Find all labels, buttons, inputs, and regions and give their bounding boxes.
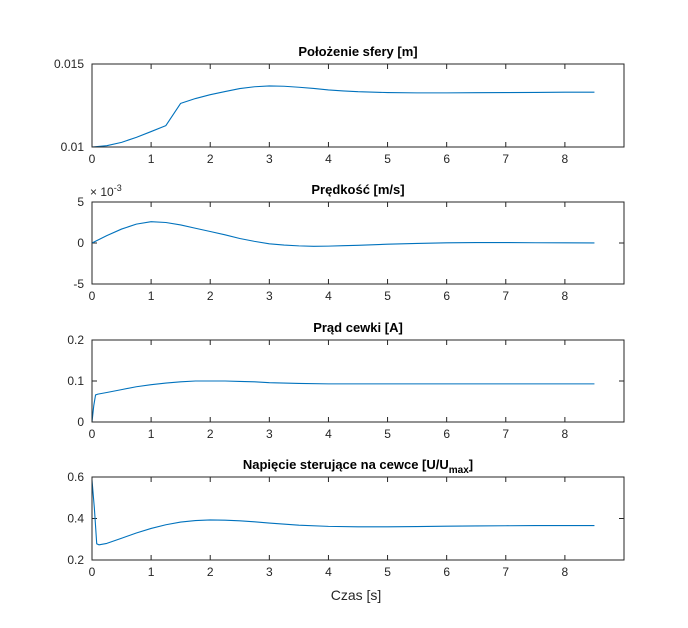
title-text: Położenie sfery [m] [298, 44, 417, 59]
x-tick-label: 1 [148, 565, 155, 579]
title-text: Napięcie sterujące na cewce [U/U [243, 457, 449, 472]
y-tick-label: -5 [73, 277, 84, 291]
x-tick-label: 0 [89, 565, 96, 579]
x-tick-label: 6 [443, 427, 450, 441]
x-tick-label: 1 [148, 289, 155, 303]
x-tick-label: 5 [384, 289, 391, 303]
series-line [91, 221, 595, 247]
x-tick-label: 1 [148, 427, 155, 441]
axes-box [91, 339, 625, 423]
x-tick-label: 2 [207, 565, 214, 579]
x-tick-label: 7 [502, 427, 509, 441]
y-tick-label: 0 [77, 415, 84, 429]
title-suffix: ] [469, 457, 473, 472]
y-tick-label: 0.2 [67, 333, 84, 347]
subplot-title: Położenie sfery [m] [298, 44, 417, 59]
series-line [91, 85, 595, 148]
x-tick-label: 0 [89, 427, 96, 441]
x-tick-label: 4 [325, 565, 332, 579]
subplot-title: Napięcie sterujące na cewce [U/Umax] [243, 457, 473, 476]
x-tick-label: 5 [384, 565, 391, 579]
y-exponent-power: -3 [114, 183, 122, 193]
title-text: Prędkość [m/s] [311, 182, 404, 197]
subplot-title: Prędkość [m/s] [311, 182, 404, 197]
x-tick-label: 6 [443, 565, 450, 579]
x-tick-label: 7 [502, 152, 509, 166]
subplot-4: 0 1 2 3 4 5 6 7 8 0.2 0.4 0.6 Napięcie sterujące na … [67, 457, 625, 579]
series-line [91, 380, 595, 423]
x-tick-label: 6 [443, 289, 450, 303]
axes-box [91, 201, 625, 285]
plot-area [92, 64, 624, 147]
x-tick-label: 8 [562, 427, 569, 441]
x-tick-label: 2 [207, 152, 214, 166]
x-tick-label: 4 [325, 152, 332, 166]
x-tick-label: 5 [384, 427, 391, 441]
axes-box [91, 63, 625, 148]
x-tick-label: 3 [266, 565, 273, 579]
subplot-3: 0 1 2 3 4 5 6 7 8 0 0.1 0.2 Prąd cewki [A] [67, 320, 625, 441]
y-tick-label: 0.4 [67, 512, 84, 526]
y-tick-label: 0 [77, 236, 84, 250]
x-tick-label: 5 [384, 152, 391, 166]
subplot-1: 0 1 2 3 4 5 6 7 8 0.01 0.015 Położenie sfery [m] [54, 44, 625, 166]
x-tick-label: 8 [562, 289, 569, 303]
x-tick-label: 2 [207, 427, 214, 441]
subplot-2: 0 1 2 3 4 5 6 7 8-505× 10-3 Prędkość [m/s] [73, 182, 625, 303]
x-tick-label: 7 [502, 289, 509, 303]
x-tick-label: 2 [207, 289, 214, 303]
title-subscript: max [449, 465, 469, 476]
x-tick-label: 0 [89, 152, 96, 166]
y-tick-label: 0.015 [54, 57, 84, 71]
x-tick-label: 4 [325, 289, 332, 303]
y-tick-label: 0.1 [67, 374, 84, 388]
x-tick-label: 8 [562, 565, 569, 579]
plot-area [92, 340, 624, 422]
y-tick-label: 0.2 [67, 553, 84, 567]
y-tick-label: 0.6 [67, 470, 84, 484]
y-tick-label: 5 [77, 195, 84, 209]
plot-area [92, 477, 624, 560]
x-tick-label: 4 [325, 427, 332, 441]
x-axis-label: Czas [s] [331, 587, 382, 603]
x-tick-label: 3 [266, 289, 273, 303]
x-tick-label: 6 [443, 152, 450, 166]
y-tick-label: 0.01 [61, 140, 85, 154]
x-tick-label: 3 [266, 427, 273, 441]
x-tick-label: 8 [562, 152, 569, 166]
axes-box [91, 476, 625, 561]
x-tick-label: 0 [89, 289, 96, 303]
title-text: Prąd cewki [A] [313, 320, 403, 335]
subplot-title: Prąd cewki [A] [313, 320, 403, 335]
x-tick-label: 3 [266, 152, 273, 166]
x-tick-label: 7 [502, 565, 509, 579]
x-tick-label: 1 [148, 152, 155, 166]
series-line [91, 480, 595, 546]
